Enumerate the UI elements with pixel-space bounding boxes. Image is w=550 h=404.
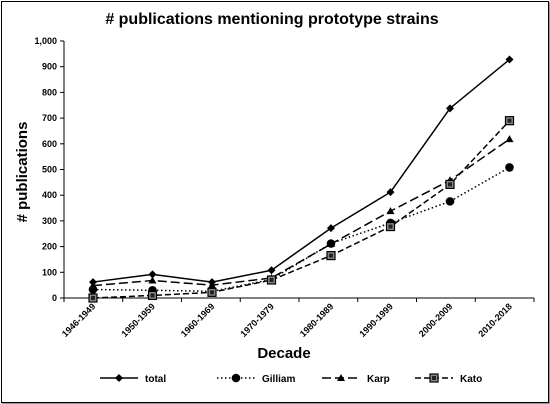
x-tick-label: 1946-1949 — [60, 301, 98, 339]
x-tick-label: 1950-1959 — [119, 301, 157, 339]
y-tick-label: 0 — [52, 293, 57, 303]
data-point-total — [148, 270, 157, 279]
x-tick-label: 1960-1969 — [179, 301, 217, 339]
data-point-karp — [505, 135, 514, 143]
x-tick-label: 1980-1989 — [298, 301, 336, 339]
x-tick-label: 2000-2009 — [417, 301, 455, 339]
x-axis-title: Decade — [257, 345, 310, 362]
data-point-kato-inner — [448, 182, 452, 187]
data-point-kato-inner — [210, 290, 214, 295]
series-line-total — [92, 58, 510, 283]
legend-label-kato: Kato — [460, 374, 482, 385]
x-tick-label: 2010-2018 — [476, 301, 514, 339]
data-point-kato-inner — [388, 224, 393, 229]
legend-marker-kato-inner — [432, 376, 436, 380]
x-tick-label: 1990-1999 — [357, 301, 395, 339]
data-point-gilliam — [445, 197, 455, 206]
legend-label-total: total — [145, 374, 166, 385]
series-line-karp — [92, 138, 510, 287]
data-point-karp — [89, 281, 97, 289]
y-tick-label: 300 — [42, 216, 57, 226]
legend-marker-total — [115, 374, 123, 382]
y-tick-label: 200 — [42, 242, 57, 252]
data-point-total — [327, 224, 335, 233]
y-tick-label: 900 — [42, 62, 57, 72]
series-line-kato — [92, 120, 511, 299]
legend-marker-karp — [337, 374, 345, 381]
y-tick-label: 500 — [42, 165, 57, 175]
y-tick-label: 700 — [42, 113, 57, 123]
legend-label-karp: Karp — [367, 374, 390, 385]
y-tick-label: 100 — [42, 267, 57, 277]
data-point-kato-inner — [329, 253, 333, 258]
legend: total Gilliam Karp Kato — [100, 373, 482, 385]
data-point-kato-inner — [507, 118, 512, 123]
data-point-karp — [327, 240, 335, 248]
data-point-total — [505, 55, 514, 64]
y-tick-label: 400 — [42, 190, 57, 200]
plot-area: 0 100 200 300 400 500 600 700 800 900 1,000 1946-19… — [34, 36, 535, 339]
y-tick-label: 800 — [42, 87, 57, 97]
data-point-total — [386, 188, 395, 197]
data-point-karp — [208, 281, 216, 289]
legend-label-gilliam: Gilliam — [262, 374, 295, 385]
x-tick-label: 1970-1979 — [238, 301, 276, 339]
data-point-karp — [386, 207, 395, 215]
legend-marker-gilliam — [231, 373, 241, 383]
y-axis-title: # publications — [14, 122, 31, 223]
data-point-total — [267, 266, 276, 275]
chart-title: # publications mentioning prototype stra… — [105, 11, 438, 28]
y-tick-label: 1,000 — [34, 36, 57, 46]
series-line-gilliam — [92, 166, 510, 293]
y-tick-label: 600 — [42, 139, 57, 149]
data-point-kato-inner — [91, 296, 95, 300]
data-point-total — [446, 104, 454, 113]
data-point-gilliam — [505, 163, 514, 172]
data-point-kato-inner — [150, 293, 155, 298]
data-point-kato-inner — [269, 278, 274, 283]
data-point-karp — [148, 276, 157, 284]
